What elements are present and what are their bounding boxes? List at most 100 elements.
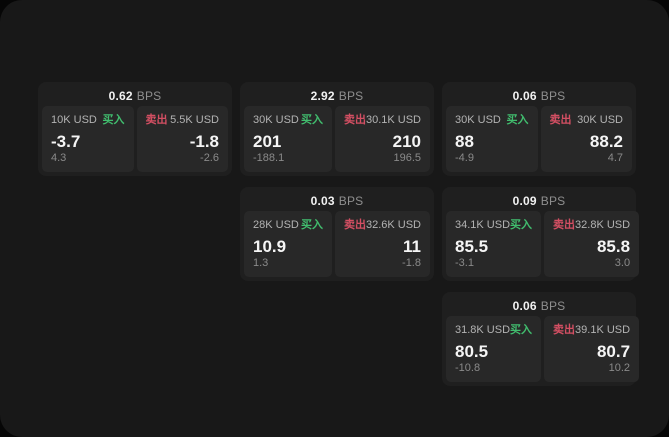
bps-unit: BPS — [136, 89, 162, 103]
buy-panel[interactable]: 28K USD 买入 10.9 1.3 — [244, 211, 332, 277]
buy-panel-top: 30K USD 买入 — [455, 114, 529, 127]
bps-value: 2.92 — [310, 89, 335, 103]
sell-amount: 30K USD — [577, 114, 623, 126]
buy-amount: 10K USD — [51, 114, 97, 126]
sell-panel[interactable]: 卖出 30K USD 88.2 4.7 — [540, 106, 632, 172]
buy-amount: 31.8K USD — [455, 324, 511, 336]
bps-value: 0.03 — [310, 194, 335, 208]
quote-card: 0.62 BPS 10K USD 买入 -3.7 4.3 卖出 5.5K USD — [38, 82, 232, 176]
buy-price: 10.9 — [253, 237, 287, 256]
bps-value: 0.06 — [512, 299, 537, 313]
sell-panel-top: 卖出 5.5K USD — [146, 114, 220, 127]
quote-panels: 10K USD 买入 -3.7 4.3 卖出 5.5K USD -1.8 -2.… — [42, 106, 228, 172]
sell-panel-top: 卖出 39.1K USD — [553, 324, 630, 337]
sell-side-label: 卖出 — [553, 219, 576, 231]
bps-value: 0.06 — [512, 89, 537, 103]
sell-amount: 5.5K USD — [170, 114, 219, 126]
quote-panels: 30K USD 买入 201 -188.1 卖出 30.1K USD 210 1… — [244, 106, 430, 172]
sell-side-label: 卖出 — [145, 114, 168, 126]
sell-panel-top: 卖出 32.8K USD — [553, 219, 630, 232]
buy-panel[interactable]: 30K USD 买入 88 -4.9 — [446, 106, 538, 172]
quote-cards-grid: 0.62 BPS 10K USD 买入 -3.7 4.3 卖出 5.5K USD — [38, 82, 640, 386]
buy-sub-value: -10.8 — [455, 362, 481, 374]
bps-header: 0.06 BPS — [446, 86, 632, 106]
buy-amount: 30K USD — [455, 114, 501, 126]
bps-header: 2.92 BPS — [244, 86, 430, 106]
sell-sub-value: 4.7 — [607, 152, 623, 164]
quote-card: 0.03 BPS 28K USD 买入 10.9 1.3 卖出 32.6K US… — [240, 187, 434, 281]
sell-sub-value: 10.2 — [608, 362, 631, 374]
bps-unit: BPS — [540, 194, 566, 208]
quote-card: 0.09 BPS 34.1K USD 买入 85.5 -3.1 卖出 32.8K… — [442, 187, 640, 281]
buy-panel[interactable]: 31.8K USD 买入 80.5 -10.8 — [446, 316, 542, 382]
sell-amount: 30.1K USD — [365, 114, 421, 126]
sell-amount: 39.1K USD — [575, 324, 631, 336]
bps-header: 0.06 BPS — [446, 296, 632, 316]
sell-panel[interactable]: 卖出 32.8K USD 85.8 3.0 — [544, 211, 640, 277]
buy-side-label: 买入 — [300, 219, 323, 231]
quote-panels: 31.8K USD 买入 80.5 -10.8 卖出 39.1K USD 80.… — [446, 316, 640, 382]
buy-panel[interactable]: 34.1K USD 买入 85.5 -3.1 — [446, 211, 542, 277]
quote-card: 2.92 BPS 30K USD 买入 201 -188.1 卖出 30.1K … — [240, 82, 434, 176]
sell-sub-value: -2.6 — [200, 152, 219, 164]
sell-panel[interactable]: 卖出 32.6K USD 11 -1.8 — [334, 211, 430, 277]
buy-price: 201 — [253, 132, 282, 151]
buy-price: 85.5 — [455, 237, 489, 256]
sell-price: 80.7 — [596, 342, 631, 361]
buy-price: -3.7 — [51, 132, 81, 151]
buy-amount: 34.1K USD — [455, 219, 511, 231]
sell-side-label: 卖出 — [549, 114, 572, 126]
buy-panel[interactable]: 10K USD 买入 -3.7 4.3 — [42, 106, 134, 172]
bps-unit: BPS — [540, 89, 566, 103]
sell-panel[interactable]: 卖出 30.1K USD 210 196.5 — [334, 106, 430, 172]
buy-price: 80.5 — [455, 342, 489, 361]
buy-sub-value: 4.3 — [51, 152, 67, 164]
quote-panels: 30K USD 买入 88 -4.9 卖出 30K USD 88.2 4.7 — [446, 106, 632, 172]
sell-price: 85.8 — [596, 237, 631, 256]
buy-side-label: 买入 — [102, 114, 125, 126]
sell-price: 210 — [392, 132, 421, 151]
quote-card: 0.06 BPS 31.8K USD 买入 80.5 -10.8 卖出 39.1… — [442, 292, 640, 386]
buy-price: 88 — [455, 132, 474, 151]
sell-panel-top: 卖出 32.6K USD — [344, 219, 421, 232]
quote-panels: 34.1K USD 买入 85.5 -3.1 卖出 32.8K USD 85.8… — [446, 211, 640, 277]
sell-price: -1.8 — [189, 132, 219, 151]
bps-header: 0.03 BPS — [244, 191, 430, 211]
buy-sub-value: -4.9 — [455, 152, 474, 164]
buy-sub-value: 1.3 — [253, 257, 269, 269]
bps-value: 0.62 — [108, 89, 133, 103]
sell-panel[interactable]: 卖出 39.1K USD 80.7 10.2 — [544, 316, 640, 382]
sell-panel-top: 卖出 30K USD — [550, 114, 624, 127]
sell-side-label: 卖出 — [553, 324, 576, 336]
bps-unit: BPS — [338, 89, 364, 103]
buy-amount: 28K USD — [253, 219, 299, 231]
sell-panel[interactable]: 卖出 5.5K USD -1.8 -2.6 — [136, 106, 228, 172]
sell-side-label: 卖出 — [343, 219, 366, 231]
sell-sub-value: -1.8 — [402, 257, 421, 269]
buy-amount: 30K USD — [253, 114, 299, 126]
buy-side-label: 买入 — [510, 324, 533, 336]
bps-unit: BPS — [540, 299, 566, 313]
quote-panels: 28K USD 买入 10.9 1.3 卖出 32.6K USD 11 -1.8 — [244, 211, 430, 277]
buy-panel[interactable]: 30K USD 买入 201 -188.1 — [244, 106, 332, 172]
buy-panel-top: 30K USD 买入 — [253, 114, 323, 127]
sell-amount: 32.6K USD — [365, 219, 421, 231]
sell-panel-top: 卖出 30.1K USD — [344, 114, 421, 127]
bps-header: 0.62 BPS — [42, 86, 228, 106]
buy-sub-value: -3.1 — [455, 257, 474, 269]
sell-side-label: 卖出 — [343, 114, 366, 126]
buy-panel-top: 28K USD 买入 — [253, 219, 323, 232]
quote-card: 0.06 BPS 30K USD 买入 88 -4.9 卖出 30K USD — [442, 82, 636, 176]
sell-amount: 32.8K USD — [575, 219, 631, 231]
bps-unit: BPS — [338, 194, 364, 208]
buy-panel-top: 31.8K USD 买入 — [455, 324, 532, 337]
sell-sub-value: 196.5 — [393, 152, 421, 164]
buy-sub-value: -188.1 — [253, 152, 285, 164]
sell-sub-value: 3.0 — [614, 257, 631, 269]
bps-header: 0.09 BPS — [446, 191, 632, 211]
sell-price: 11 — [403, 237, 421, 256]
buy-side-label: 买入 — [506, 114, 529, 126]
buy-side-label: 买入 — [510, 219, 533, 231]
buy-panel-top: 34.1K USD 买入 — [455, 219, 532, 232]
